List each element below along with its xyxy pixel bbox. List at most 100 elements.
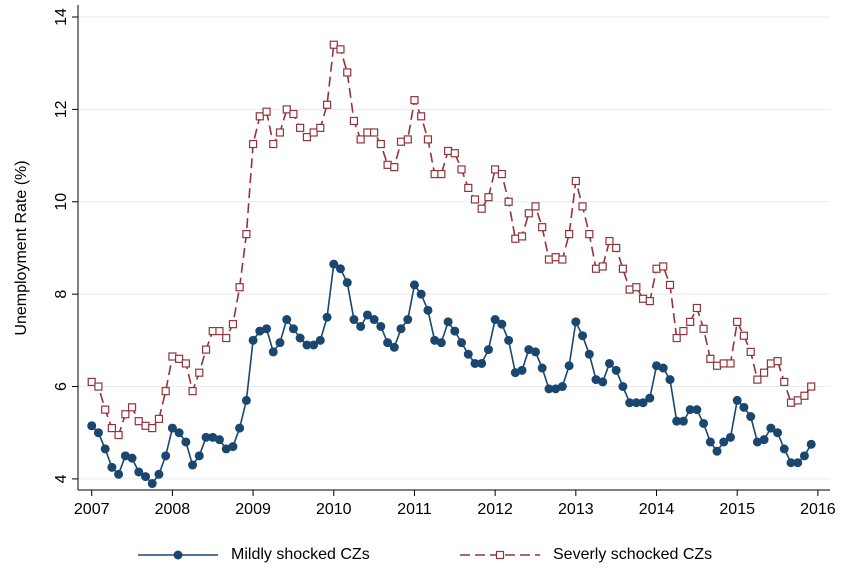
point — [282, 315, 292, 325]
point — [268, 347, 278, 357]
point — [437, 169, 446, 179]
point — [370, 128, 379, 137]
point — [141, 421, 150, 430]
point — [396, 137, 406, 146]
point — [692, 303, 701, 313]
point — [322, 100, 332, 109]
point — [269, 139, 278, 149]
point — [121, 410, 130, 419]
point — [154, 414, 164, 423]
point — [134, 467, 144, 477]
point — [793, 458, 803, 468]
point — [530, 347, 540, 357]
point — [450, 149, 459, 158]
point — [168, 352, 177, 361]
point — [544, 384, 554, 394]
point — [612, 243, 621, 253]
point — [517, 365, 527, 375]
point — [107, 462, 117, 472]
point — [463, 349, 473, 359]
point — [315, 335, 325, 345]
point — [175, 354, 184, 363]
point — [262, 324, 272, 334]
point — [477, 358, 487, 368]
point — [732, 395, 742, 405]
point — [625, 285, 634, 294]
point — [779, 444, 789, 454]
x-tick-label: 2007 — [74, 501, 110, 518]
point — [410, 96, 419, 105]
point — [806, 439, 816, 449]
point — [181, 437, 191, 447]
point — [289, 109, 298, 119]
point — [248, 335, 258, 345]
point — [464, 183, 473, 193]
point — [214, 435, 224, 445]
point — [450, 326, 460, 336]
point — [390, 163, 399, 172]
point — [389, 342, 399, 352]
point — [652, 264, 661, 273]
point — [632, 283, 641, 292]
point — [423, 305, 433, 315]
point — [773, 357, 782, 366]
x-tick-label: 2011 — [397, 501, 432, 518]
point — [746, 347, 755, 356]
point — [309, 340, 319, 350]
point — [322, 312, 332, 322]
point — [208, 327, 217, 336]
point — [147, 479, 157, 489]
point — [739, 402, 749, 412]
point — [578, 331, 588, 341]
legend-marker — [173, 550, 183, 560]
point — [477, 204, 486, 213]
legend-label: Mildly shocked CZs — [231, 546, 370, 563]
point — [685, 405, 695, 415]
point — [672, 333, 681, 343]
point — [780, 377, 789, 387]
point — [383, 160, 392, 169]
point — [517, 232, 527, 241]
point — [275, 128, 285, 137]
point — [457, 338, 467, 348]
point — [793, 396, 802, 405]
point — [181, 359, 190, 368]
point — [490, 315, 500, 325]
point — [733, 317, 742, 326]
point — [719, 359, 728, 368]
point — [342, 278, 352, 288]
point — [604, 358, 614, 368]
y-tick-label: 6 — [53, 382, 70, 391]
x-tick-label: 2008 — [155, 501, 191, 518]
point — [309, 128, 318, 137]
point — [215, 327, 224, 336]
point — [497, 169, 506, 179]
point — [114, 430, 123, 440]
point — [726, 359, 735, 368]
point — [491, 165, 500, 174]
y-tick-label: 14 — [53, 8, 70, 26]
point — [578, 202, 587, 211]
point — [107, 424, 116, 433]
point — [625, 398, 635, 408]
point — [430, 169, 439, 179]
point — [638, 398, 648, 408]
point — [383, 338, 393, 348]
point — [739, 331, 749, 340]
point — [94, 382, 103, 391]
point — [369, 315, 379, 325]
point — [363, 128, 372, 137]
point — [665, 375, 675, 385]
point — [483, 345, 493, 355]
point — [201, 345, 211, 354]
point — [605, 236, 614, 246]
point — [571, 317, 581, 327]
point — [699, 418, 709, 428]
point — [154, 469, 164, 479]
point — [188, 460, 198, 470]
point — [692, 405, 702, 415]
point — [705, 437, 715, 447]
point — [241, 395, 251, 405]
point — [188, 387, 197, 396]
point — [807, 382, 816, 391]
